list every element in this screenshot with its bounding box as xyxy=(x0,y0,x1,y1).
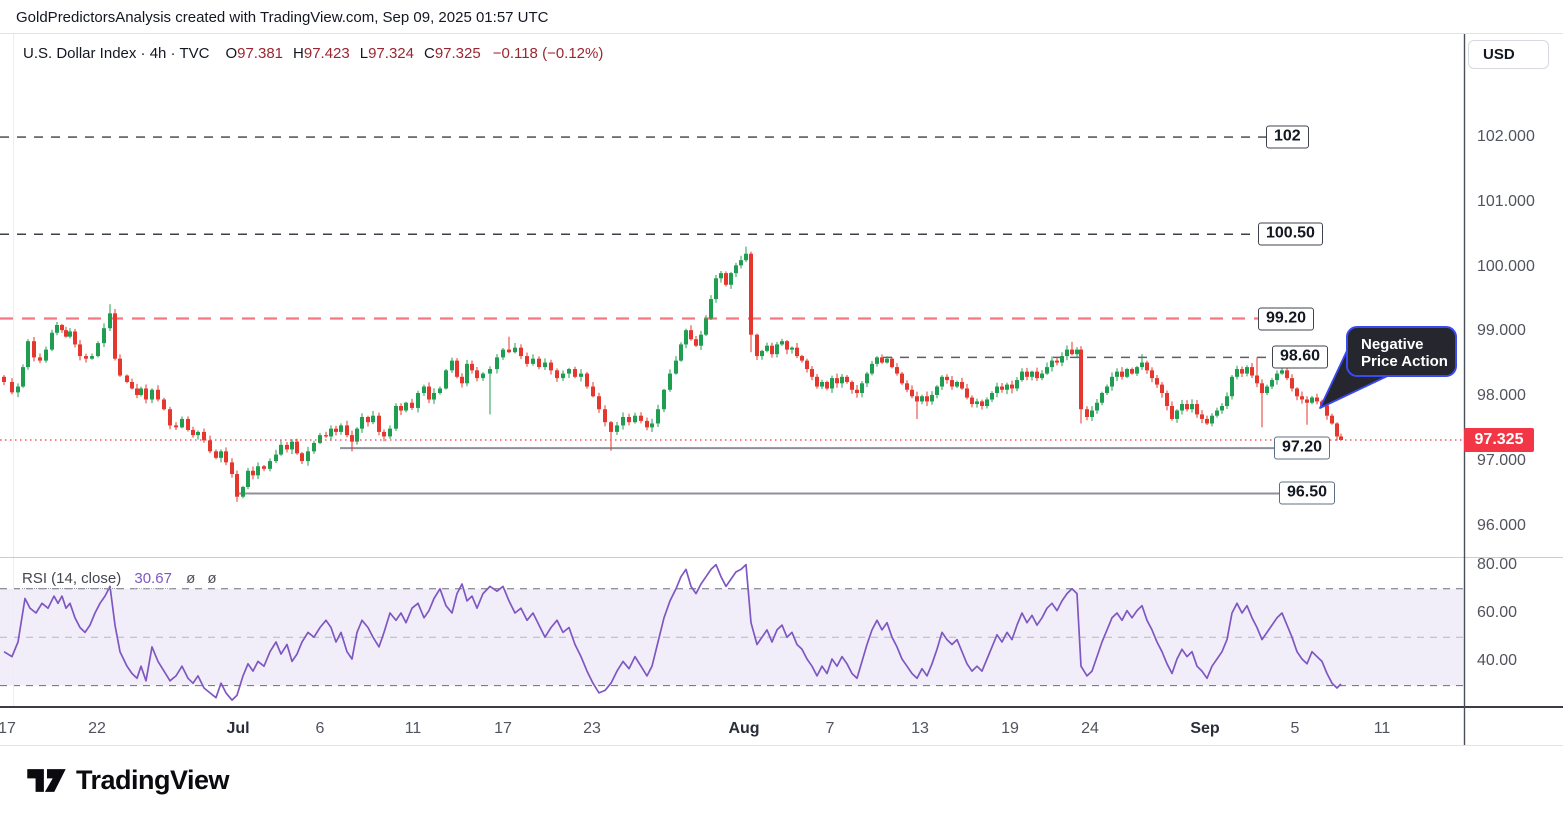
price-axis-label: 102.000 xyxy=(1477,128,1535,146)
annotation-callout: Negative Price Action xyxy=(1346,326,1457,377)
price-axis-label: 101.000 xyxy=(1477,192,1535,210)
price-level-label-100.50: 100.50 xyxy=(1258,222,1323,246)
time-axis-label: 24 xyxy=(1081,720,1099,737)
price-axis-label: 96.000 xyxy=(1477,516,1526,534)
price-level-label-98.60: 98.60 xyxy=(1272,345,1329,369)
symbol-title: U.S. Dollar Index · 4h · TVC xyxy=(23,45,210,62)
time-axis-label: 22 xyxy=(88,720,106,737)
price-level-label-96.50: 96.50 xyxy=(1279,481,1336,505)
symbol-header: U.S. Dollar Index · 4h · TVC O97.381 H97.4… xyxy=(23,45,603,62)
rsi-axis-label: 60.00 xyxy=(1477,604,1518,621)
ohlc-close: C97.325 xyxy=(423,45,481,62)
time-axis-label: 13 xyxy=(911,720,929,737)
time-axis-label: 17 xyxy=(0,720,16,737)
price-level-label-99.20: 99.20 xyxy=(1258,307,1315,330)
time-axis-label: 11 xyxy=(1373,720,1391,737)
rsi-value: 30.67 xyxy=(134,570,172,589)
time-axis-label: Aug xyxy=(728,720,760,737)
annotation-line1: Negative xyxy=(1361,336,1424,353)
time-axis-label: 19 xyxy=(1001,720,1019,737)
price-change: −0.118 (−0.12%) xyxy=(492,45,604,62)
annotation-line2: Price Action xyxy=(1361,353,1448,370)
last-price-badge: 97.325 xyxy=(1464,428,1534,452)
rsi-indicator-title: RSI (14, close) xyxy=(22,570,122,589)
price-level-label-97.20: 97.20 xyxy=(1274,436,1331,460)
ohlc-open: O97.381 xyxy=(225,45,284,62)
ohlc-high: H97.423 xyxy=(293,45,350,62)
time-axis-label: Sep xyxy=(1190,720,1220,737)
footer: TradingView xyxy=(27,765,230,796)
price-axis-label: 100.000 xyxy=(1477,257,1535,275)
price-axis-label: 97.000 xyxy=(1477,452,1526,470)
price-level-label-102: 102 xyxy=(1266,125,1309,149)
tradingview-logo-icon[interactable] xyxy=(27,767,67,794)
currency-usd-button[interactable]: USD xyxy=(1468,40,1549,69)
rsi-legend: RSI (14, close) 30.67 ø ø xyxy=(22,570,217,589)
time-axis-label: 5 xyxy=(1290,720,1300,737)
rsi-axis-label: 80.00 xyxy=(1477,555,1518,573)
time-axis-label: 6 xyxy=(315,720,325,737)
ohlc-low: L97.324 xyxy=(359,45,414,62)
time-axis-label: 7 xyxy=(825,720,835,737)
time-axis-label: 11 xyxy=(404,720,422,737)
time-axis-label: 23 xyxy=(583,720,601,737)
price-axis-label: 99.000 xyxy=(1477,322,1526,340)
rsi-legend-controls-icon[interactable]: ø ø xyxy=(186,570,217,587)
attribution-text: GoldPredictorsAnalysis created with Trad… xyxy=(16,9,549,26)
tradingview-logo-text[interactable]: TradingView xyxy=(76,765,230,795)
chart-canvas[interactable] xyxy=(0,34,1464,746)
time-axis-label: Jul xyxy=(226,720,250,737)
time-axis-label: 17 xyxy=(494,720,512,737)
rsi-axis-label: 40.00 xyxy=(1477,652,1518,670)
price-axis-label: 98.000 xyxy=(1477,387,1526,405)
